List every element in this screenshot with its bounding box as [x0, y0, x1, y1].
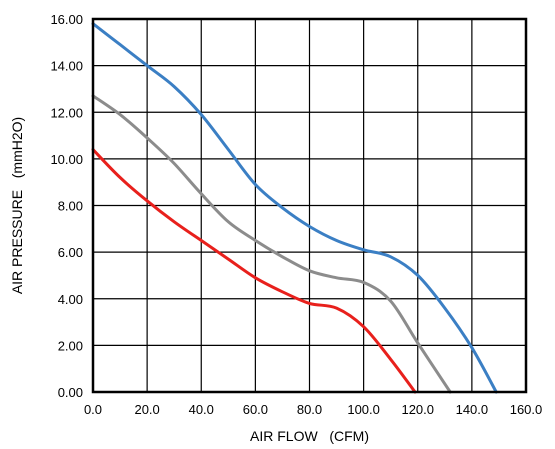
y-tick-label: 12.00	[50, 105, 83, 120]
x-tick-label: 60.0	[243, 402, 268, 417]
x-tick-label: 120.0	[401, 402, 434, 417]
y-tick-label: 4.00	[58, 292, 83, 307]
x-tick-label: 0.0	[84, 402, 102, 417]
series-lines	[91, 22, 498, 394]
y-tick-labels: 0.00 2.00 4.00 6.00 8.00 10.00 12.00 14.00 16.00	[50, 12, 83, 400]
series-line-1	[91, 22, 498, 394]
plot-frame	[91, 17, 528, 394]
y-axis-title: AIR PRESSURE (mmH2O)	[9, 117, 25, 294]
series-line-3	[91, 148, 417, 394]
x-tick-labels: 0.0 20.0 40.0 60.0 80.0 100.0 120.0 140.0 160.0	[84, 402, 542, 417]
series-line-2	[91, 94, 452, 394]
y-tick-label: 6.00	[58, 245, 83, 260]
y-tick-label: 16.00	[50, 12, 83, 27]
x-tick-label: 40.0	[189, 402, 214, 417]
y-tick-label: 10.00	[50, 152, 83, 167]
x-tick-label: 160.0	[510, 402, 543, 417]
x-tick-label: 140.0	[456, 402, 489, 417]
x-axis-title: AIR FLOW (CFM)	[250, 428, 369, 444]
grid-lines	[93, 19, 526, 392]
x-tick-label: 100.0	[347, 402, 380, 417]
x-tick-label: 80.0	[297, 402, 322, 417]
x-tick-label: 20.0	[134, 402, 159, 417]
y-tick-label: 0.00	[58, 385, 83, 400]
y-tick-label: 2.00	[58, 338, 83, 353]
y-tick-label: 8.00	[58, 199, 83, 214]
y-tick-label: 14.00	[50, 59, 83, 74]
